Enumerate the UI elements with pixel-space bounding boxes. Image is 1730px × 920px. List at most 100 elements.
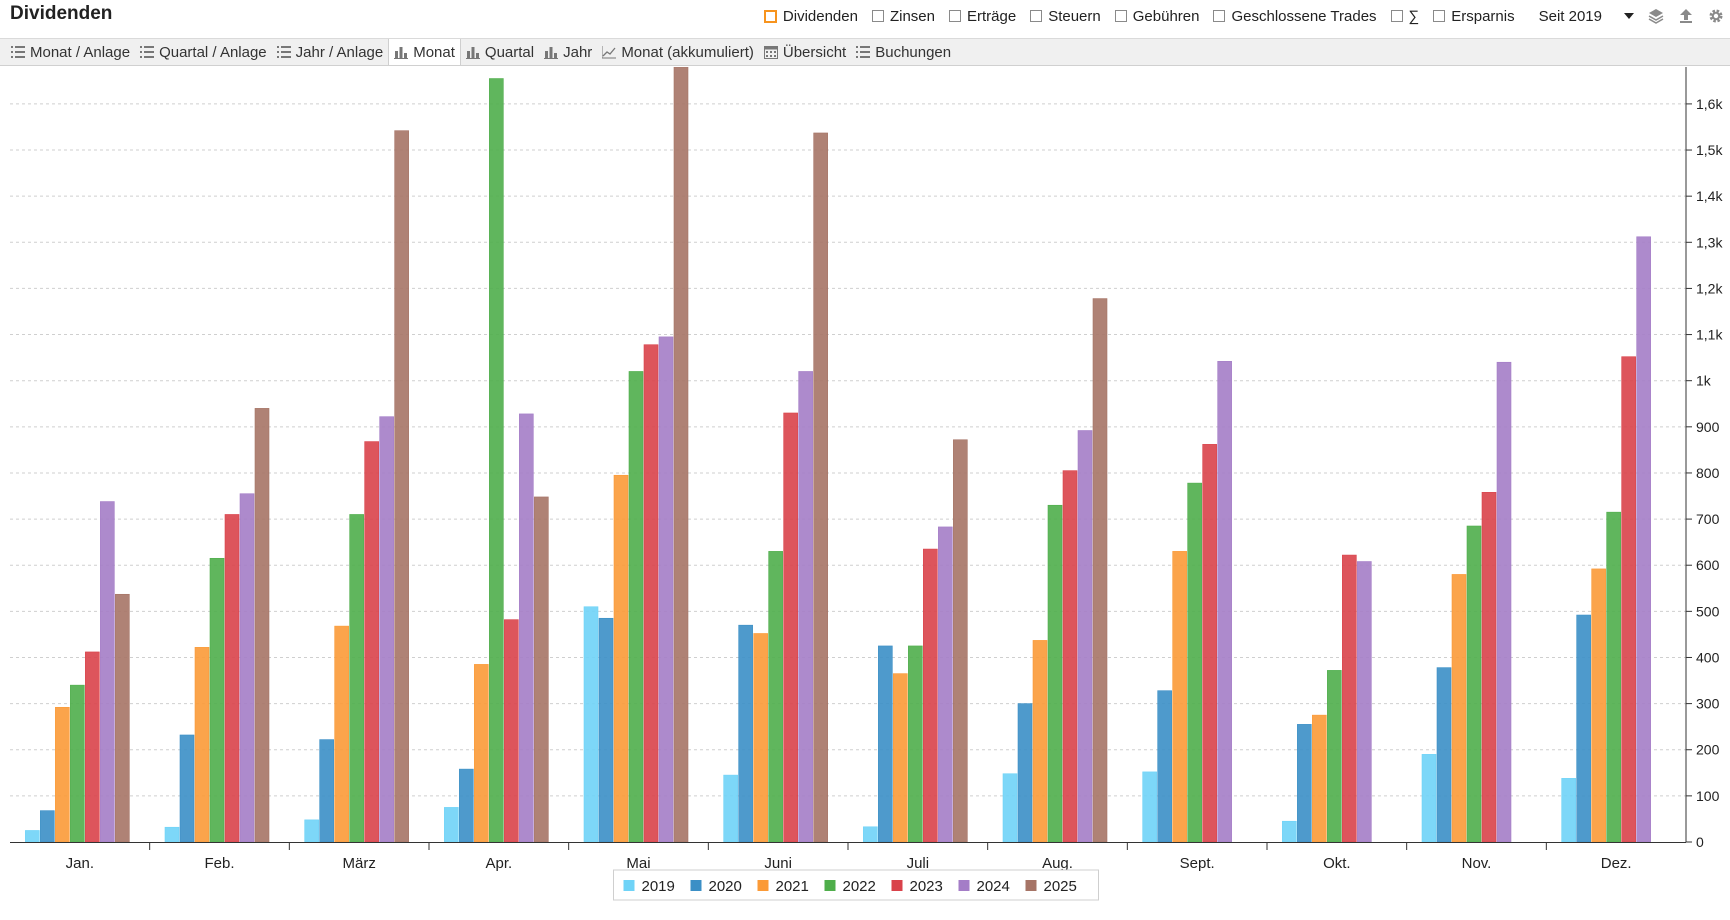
checkbox-sum[interactable] [1390,10,1403,22]
bar-2023-5 [643,344,659,843]
tab-label: Quartal [484,43,535,61]
legend-swatch-2024 [958,880,970,891]
filter-steuern[interactable]: Steuern [1030,8,1101,25]
dividend-bar-chart: 0 100 200 300 400 500 600 700 800 900 1k 1,1k 1,2k 1,… [10,66,1723,901]
tab-label: Quartal / Anlage [159,43,267,61]
tab-monat-akkumuliert[interactable]: Monat (akkumuliert) [597,39,759,65]
tab-jahr-anlage[interactable]: Jahr / Anlage [272,39,389,65]
y-tick-label: 1,2k [1696,280,1723,296]
list-icon [140,46,155,58]
layers-icon[interactable] [1648,8,1664,24]
bar-2024-6 [798,371,813,843]
x-tick-label: Okt. [1323,855,1351,872]
filter-dividenden[interactable]: Dividenden [763,8,858,25]
tab-jahr[interactable]: Jahr [539,39,597,65]
chevron-down-icon [1624,13,1634,19]
bar-2019-11 [1421,754,1437,843]
bar-2021-9 [1172,551,1187,843]
bar-2022-9 [1187,482,1202,843]
tab-quartal-anlage[interactable]: Quartal / Anlage [135,39,272,65]
bar-2023-11 [1481,492,1497,843]
bar-2021-2 [194,647,210,843]
period-dropdown[interactable]: Seit 2019 [1539,8,1634,25]
bar-2019-8 [1002,773,1018,843]
calendar-icon [763,46,778,59]
bar-2022-1 [70,684,85,843]
checkbox-geschlossene-trades[interactable] [1213,10,1226,22]
tab-buchungen[interactable]: Buchungen [851,39,956,65]
x-tick-label: Sept. [1180,855,1215,872]
checkbox-ertraege[interactable] [949,10,961,22]
checkbox-dividenden[interactable] [763,9,777,23]
tab-monat[interactable]: Monat [388,39,461,65]
bar-2020-5 [598,617,614,843]
filter-label: Gebühren [1132,7,1200,25]
checkbox-zinsen[interactable] [871,10,884,22]
upload-icon[interactable] [1678,8,1694,24]
x-tick-label: Feb. [204,855,234,872]
tab-label: Jahr [563,43,593,61]
y-tick-label: 100 [1696,788,1720,804]
filter-bar: Dividenden Zinsen Erträge Steuern Gebühr… [763,5,1724,27]
legend-swatch-2023 [891,880,903,891]
bar-2023-4 [504,619,519,843]
filter-ersparnis[interactable]: Ersparnis [1433,8,1515,25]
checkbox-steuern[interactable] [1030,10,1043,22]
list-icon [856,46,871,58]
legend-label: 2020 [709,878,742,895]
bar-2019-3 [304,819,319,843]
filter-label: Steuern [1048,7,1101,25]
checkbox-ersparnis[interactable] [1433,10,1446,22]
bar-2019-9 [1142,771,1157,843]
y-tick-label: 1,3k [1696,234,1723,250]
bar-chart-icon [544,47,559,59]
bar-2022-5 [628,371,644,843]
filter-label: Zinsen [889,7,935,25]
tab-label: Buchungen [875,43,952,61]
bar-chart-icon [465,47,480,59]
tab-monat-anlage[interactable]: Monat / Anlage [6,39,135,65]
bar-2023-12 [1621,356,1636,843]
tab-quartal[interactable]: Quartal [461,39,539,65]
bar-2022-11 [1466,525,1482,843]
bar-2020-2 [179,734,195,843]
bar-2020-6 [738,624,753,843]
period-label: Seit 2019 [1538,7,1602,25]
bar-2025-8 [1092,298,1108,843]
legend-swatch-2022 [824,880,836,891]
bar-2021-6 [753,633,768,843]
checkbox-gebuehren[interactable] [1114,10,1127,22]
bar-2022-8 [1047,504,1063,843]
bar-2023-9 [1202,444,1217,843]
bar-2020-10 [1297,724,1312,843]
bar-2021-12 [1591,568,1606,843]
bar-2024-5 [658,336,674,843]
bar-2025-2 [254,408,270,843]
legend-label: 2019 [642,878,675,895]
bar-2024-7 [938,526,953,843]
tab-label: Übersicht [782,43,847,61]
bar-2024-8 [1077,430,1093,843]
bar-2020-12 [1576,614,1591,843]
bar-2025-4 [534,496,549,843]
filter-ertraege[interactable]: Erträge [949,8,1016,25]
x-tick-label: Nov. [1462,855,1492,872]
filter-gebuehren[interactable]: Gebühren [1114,7,1200,25]
x-tick-label: Aug. [1042,855,1073,872]
x-tick-label: Juli [907,855,930,872]
bar-2022-3 [349,514,364,843]
tab-label: Monat / Anlage [30,43,131,61]
list-icon [11,46,25,58]
y-tick-label: 500 [1696,603,1720,619]
filter-geschlossene-trades[interactable]: Geschlossene Trades [1213,8,1377,25]
bar-2021-4 [474,664,489,843]
legend-swatch-2020 [690,880,702,891]
bar-2020-11 [1436,667,1452,843]
bar-2024-10 [1357,561,1372,843]
filter-sum[interactable]: ∑ [1390,8,1419,25]
bar-2025-7 [953,439,968,843]
tab-uebersicht[interactable]: Übersicht [759,39,851,65]
bar-2020-7 [878,645,893,843]
gear-icon[interactable] [1708,8,1724,24]
filter-zinsen[interactable]: Zinsen [871,7,935,25]
